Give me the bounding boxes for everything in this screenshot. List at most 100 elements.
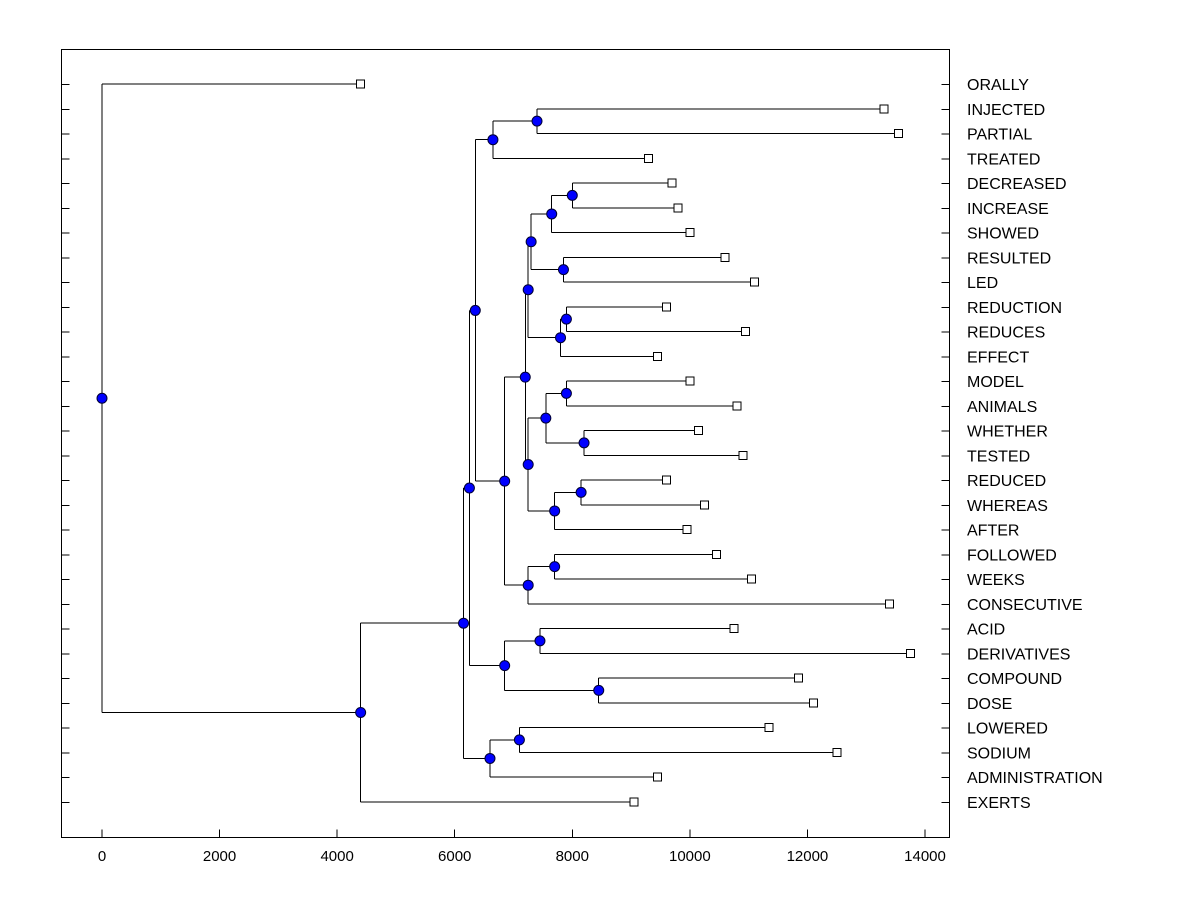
- leaf-label: DERIVATIVES: [967, 646, 1070, 663]
- leaf-node-marker: [747, 574, 757, 584]
- leaf-label: AFTER: [967, 523, 1019, 540]
- merge-node-marker: [534, 635, 546, 647]
- x-axis-tick-label: 4000: [320, 848, 353, 865]
- merge-node-marker: [560, 387, 572, 399]
- merge-node-marker: [458, 617, 470, 629]
- merge-node-marker: [487, 134, 499, 146]
- leaf-label: DECREASED: [967, 176, 1067, 193]
- leaf-label: INCREASE: [967, 201, 1049, 218]
- merge-node-marker: [549, 561, 561, 573]
- leaf-label: EFFECT: [967, 349, 1029, 366]
- left-axis-ticks: [61, 84, 70, 803]
- leaf-label: INJECTED: [967, 102, 1045, 119]
- leaf-node-marker: [673, 203, 683, 213]
- leaf-label: LED: [967, 275, 998, 292]
- leaf-node-marker: [653, 772, 663, 782]
- leaf-node-marker: [700, 500, 710, 510]
- leaf-label: SODIUM: [967, 745, 1031, 762]
- leaf-label: ADMINISTRATION: [967, 770, 1103, 787]
- merge-node-marker: [522, 579, 534, 591]
- leaf-node-marker: [685, 228, 695, 237]
- x-axis-tick-label: 8000: [556, 848, 589, 865]
- leaf-label: RESULTED: [967, 250, 1051, 267]
- leaf-label: ORALLY: [967, 77, 1029, 94]
- leaf-label: REDUCES: [967, 325, 1045, 342]
- merge-node-marker: [96, 392, 108, 404]
- leaf-node-marker: [720, 252, 730, 262]
- leaf-node-marker: [905, 648, 915, 658]
- leaf-node-marker: [682, 525, 692, 534]
- leaf-node-marker: [764, 723, 774, 732]
- leaf-node-marker: [356, 79, 366, 89]
- merge-node-marker: [549, 505, 561, 517]
- leaf-node-marker: [653, 351, 663, 361]
- merge-node-marker: [499, 475, 511, 487]
- leaf-label: ACID: [967, 622, 1005, 639]
- leaf-label: ANIMALS: [967, 399, 1037, 416]
- leaf-label: REDUCED: [967, 473, 1046, 490]
- leaf-label: MODEL: [967, 374, 1024, 391]
- leaf-node-marker: [711, 549, 721, 559]
- merge-node-marker: [484, 752, 496, 764]
- leaf-node-marker: [894, 129, 904, 138]
- leaf-label: CONSECUTIVE: [967, 597, 1083, 614]
- x-axis-tick-label: 10000: [669, 848, 711, 865]
- merge-node-marker: [555, 332, 567, 344]
- leaf-label: WHETHER: [967, 424, 1048, 441]
- merge-node-marker: [519, 371, 531, 383]
- merge-node-marker: [546, 208, 558, 220]
- x-axis: 0 2000 4000 6000 8000 10000 12000 14000: [98, 829, 946, 865]
- leaf-node-marker: [879, 104, 889, 114]
- merge-node-marker: [499, 660, 511, 672]
- merge-node-marker: [355, 706, 367, 718]
- leaf-node-marker: [667, 178, 677, 188]
- dendrogram-markers: [96, 79, 915, 807]
- leaf-node-marker: [644, 153, 654, 163]
- x-axis-tick-label: 0: [98, 848, 106, 865]
- merge-node-marker: [557, 264, 569, 276]
- merge-node-marker: [463, 482, 475, 494]
- merge-node-marker: [522, 459, 534, 471]
- leaf-node-marker: [732, 401, 742, 411]
- merge-node-marker: [513, 734, 525, 746]
- leaf-node-marker: [738, 450, 748, 460]
- leaf-node-marker: [694, 426, 704, 435]
- x-axis-tick-label: 14000: [904, 848, 946, 865]
- leaf-label: DOSE: [967, 696, 1012, 713]
- leaf-label: REDUCTION: [967, 300, 1062, 317]
- dendrogram-edges: [101, 83, 911, 803]
- leaf-label: FOLLOWED: [967, 547, 1057, 564]
- merge-node-marker: [560, 313, 572, 325]
- merge-node-marker: [593, 684, 605, 696]
- leaf-label: PARTIAL: [967, 127, 1032, 144]
- leaf-node-marker: [808, 698, 818, 708]
- leaf-label: TESTED: [967, 448, 1030, 465]
- leaf-node-marker: [741, 327, 751, 336]
- merge-node-marker: [578, 437, 590, 449]
- merge-node-marker: [522, 284, 534, 296]
- leaf-labels: ORALLY INJECTED PARTIAL TREATED DECREASED INC…: [967, 77, 1103, 812]
- merge-node-marker: [575, 486, 587, 498]
- merge-node-marker: [525, 236, 537, 248]
- leaf-node-marker: [661, 475, 671, 485]
- merge-node-marker: [531, 115, 543, 127]
- leaf-node-marker: [885, 599, 895, 609]
- leaf-node-marker: [661, 302, 671, 312]
- x-axis-tick-label: 2000: [203, 848, 236, 865]
- right-axis-ticks: [941, 84, 950, 803]
- merge-node-marker: [469, 304, 481, 316]
- plot-frame: [61, 49, 950, 838]
- merge-node-marker: [540, 412, 552, 424]
- leaf-node-marker: [729, 624, 739, 633]
- leaf-label: WEEKS: [967, 572, 1025, 589]
- leaf-node-marker: [794, 673, 804, 683]
- leaf-node-marker: [750, 277, 760, 287]
- leaf-label: TREATED: [967, 151, 1040, 168]
- leaf-node-marker: [685, 376, 695, 386]
- leaf-label: LOWERED: [967, 721, 1048, 738]
- leaf-node-marker: [629, 797, 639, 807]
- x-axis-tick-label: 12000: [787, 848, 829, 865]
- leaf-label: EXERTS: [967, 795, 1031, 812]
- x-axis-tick-label: 6000: [438, 848, 471, 865]
